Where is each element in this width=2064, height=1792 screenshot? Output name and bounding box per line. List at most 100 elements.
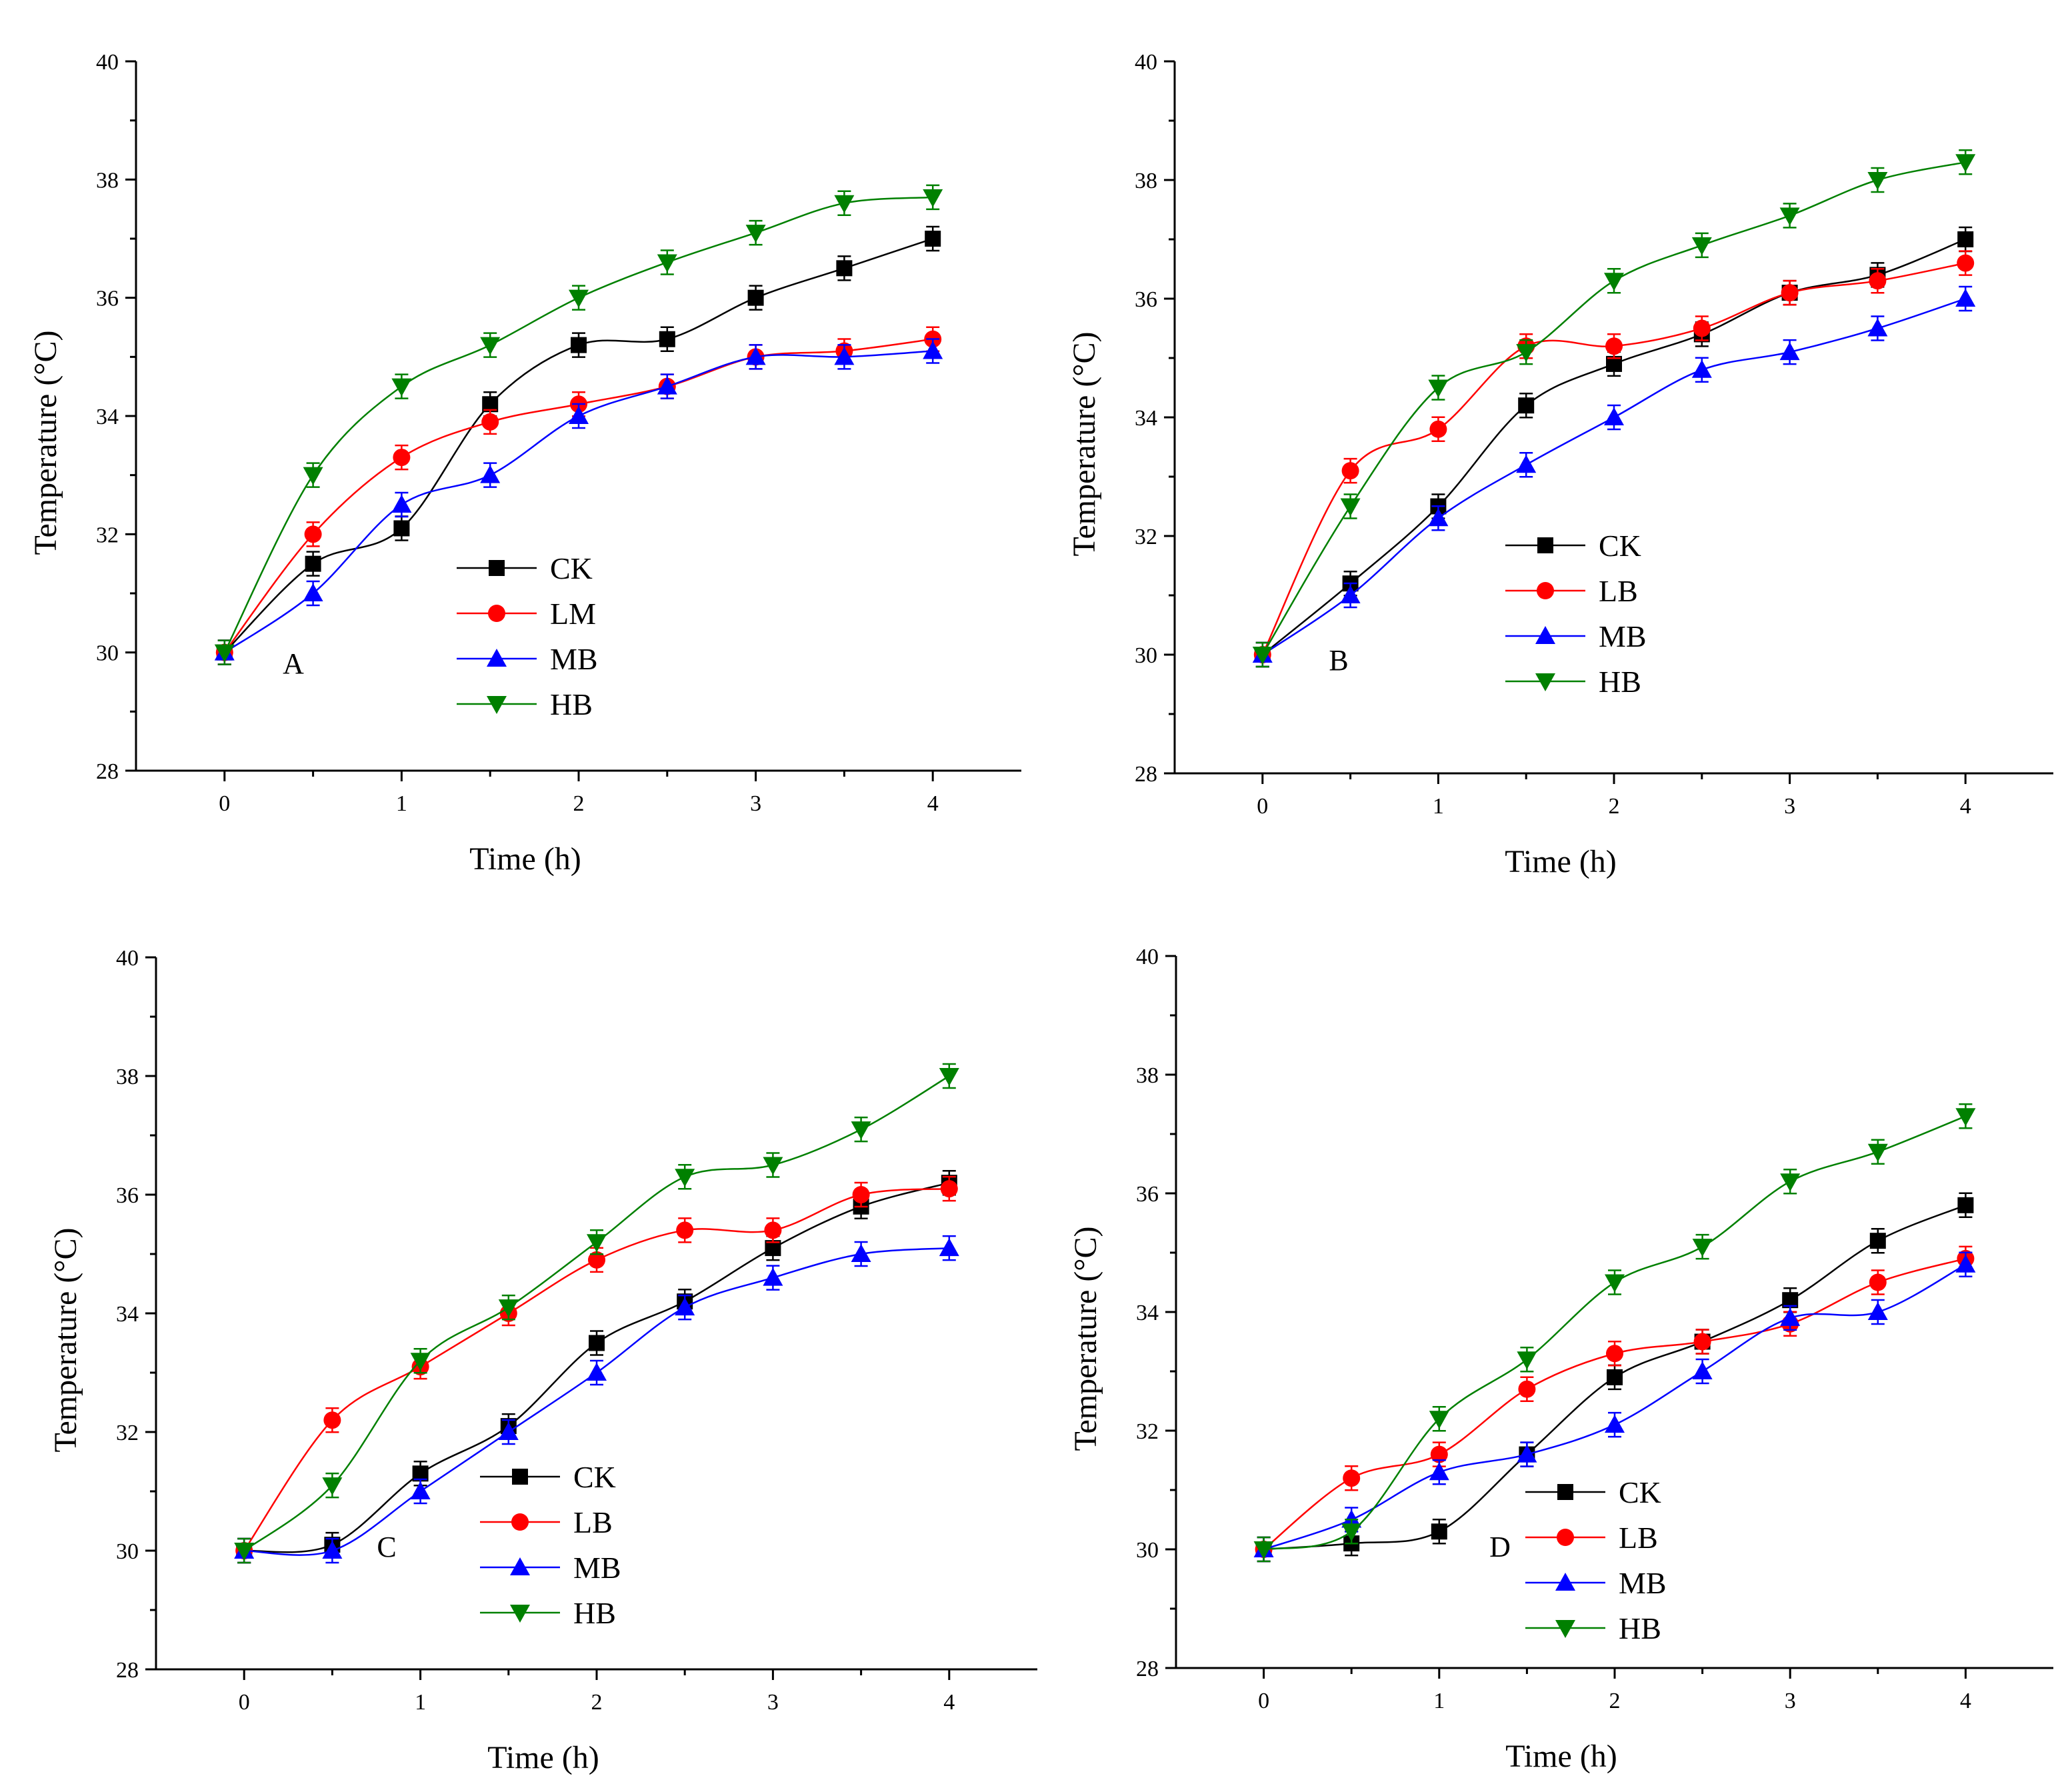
x-tick-label: 4: [1960, 1689, 1971, 1713]
data-point: [1693, 1333, 1711, 1351]
data-point: [1428, 508, 1449, 527]
series-line: [1263, 1263, 1966, 1551]
legend-label: MB: [573, 1551, 621, 1585]
data-point: [569, 289, 589, 308]
data-point: [498, 1299, 519, 1318]
y-tick-label: 40: [1135, 50, 1157, 75]
data-point: [675, 1297, 695, 1316]
legend-marker: [1537, 582, 1554, 599]
legend-marker: [512, 1469, 528, 1485]
panel-label: A: [283, 647, 304, 680]
data-point: [1692, 1361, 1713, 1379]
data-point: [391, 495, 412, 513]
legend-label: MB: [550, 642, 598, 676]
data-point: [851, 1244, 871, 1262]
data-point: [410, 1481, 431, 1499]
data-point: [1431, 1523, 1447, 1540]
data-point: [1517, 1444, 1537, 1463]
data-point: [676, 1221, 694, 1239]
series-line: [223, 338, 933, 653]
legend: CK LB MB HB: [480, 1460, 621, 1630]
legend-item-lb: LB: [480, 1505, 613, 1539]
data-point: [925, 231, 941, 247]
series-line: [223, 237, 933, 653]
panel-label: D: [1489, 1531, 1511, 1563]
data-point: [1430, 1445, 1448, 1463]
legend-label: MB: [1619, 1566, 1667, 1600]
data-point: [587, 1234, 607, 1253]
data-point: [1693, 319, 1711, 337]
legend-marker: [487, 696, 507, 714]
data-point: [923, 341, 943, 359]
legend-label: LB: [573, 1505, 613, 1539]
legend-label: CK: [550, 551, 593, 585]
data-point: [304, 525, 322, 543]
data-point: [764, 1221, 782, 1239]
data-point: [481, 413, 499, 431]
data-point: [939, 1068, 959, 1086]
data-point: [745, 347, 766, 365]
y-tick-label: 28: [1135, 762, 1157, 787]
data-point: [1867, 172, 1888, 190]
series-line: [224, 350, 933, 653]
data-point: [763, 1157, 783, 1175]
data-point: [675, 1169, 695, 1187]
data-point: [1957, 254, 1975, 272]
legend-item-hb: HB: [1505, 665, 1641, 699]
series-line: [243, 1187, 949, 1551]
data-point: [1341, 1509, 1362, 1528]
y-tick-label: 34: [1136, 1301, 1159, 1325]
data-point: [1957, 1197, 1974, 1213]
data-point: [1869, 1273, 1887, 1291]
x-tick-label: 2: [1609, 794, 1620, 819]
series-hb: [214, 184, 943, 665]
x-tick-label: 1: [415, 1690, 426, 1715]
data-point: [393, 449, 411, 467]
y-tick-label: 32: [1136, 1419, 1159, 1444]
data-point: [303, 583, 323, 601]
legend-label: HB: [573, 1596, 616, 1630]
data-point: [659, 331, 675, 347]
legend-label: HB: [550, 687, 593, 721]
y-tick-label: 36: [116, 1183, 139, 1208]
y-tick-label: 38: [1136, 1063, 1159, 1088]
legend-label: LB: [1619, 1521, 1658, 1555]
legend-marker: [510, 1557, 530, 1575]
data-point: [1779, 207, 1800, 226]
legend-item-ck: CK: [1505, 529, 1641, 563]
series-hb: [1253, 1103, 1976, 1563]
y-tick-label: 34: [1135, 406, 1157, 431]
panel-label: B: [1329, 644, 1348, 677]
x-tick-label: 0: [1258, 1689, 1269, 1713]
x-tick-label: 2: [1609, 1689, 1621, 1713]
data-point: [1340, 585, 1361, 603]
legend-marker: [488, 605, 505, 622]
panel-label: C: [377, 1531, 396, 1563]
data-point: [836, 260, 853, 277]
x-axis-title: Time (h): [1505, 1739, 1617, 1774]
legend-marker: [1535, 673, 1555, 691]
data-point: [834, 195, 855, 213]
series-hb: [1252, 149, 1976, 668]
series-line: [1262, 238, 1966, 655]
y-tick-label: 32: [116, 1421, 139, 1445]
data-point: [1867, 1302, 1888, 1320]
x-tick-label: 1: [396, 791, 407, 816]
data-point: [1780, 1173, 1801, 1192]
x-tick-label: 4: [1960, 794, 1971, 819]
y-tick-label: 40: [1136, 945, 1159, 969]
legend-label: HB: [1619, 1611, 1661, 1645]
data-point: [1605, 337, 1623, 355]
data-point: [1341, 1523, 1362, 1542]
y-tick-label: 28: [116, 1658, 139, 1683]
legend-item-ck: CK: [1525, 1475, 1661, 1509]
x-tick-label: 3: [750, 791, 761, 816]
data-point: [480, 337, 501, 355]
data-point: [322, 1541, 343, 1559]
y-tick-label: 38: [96, 168, 119, 193]
data-point: [657, 254, 677, 273]
x-tick-label: 4: [943, 1690, 955, 1715]
data-point: [1429, 1462, 1449, 1481]
